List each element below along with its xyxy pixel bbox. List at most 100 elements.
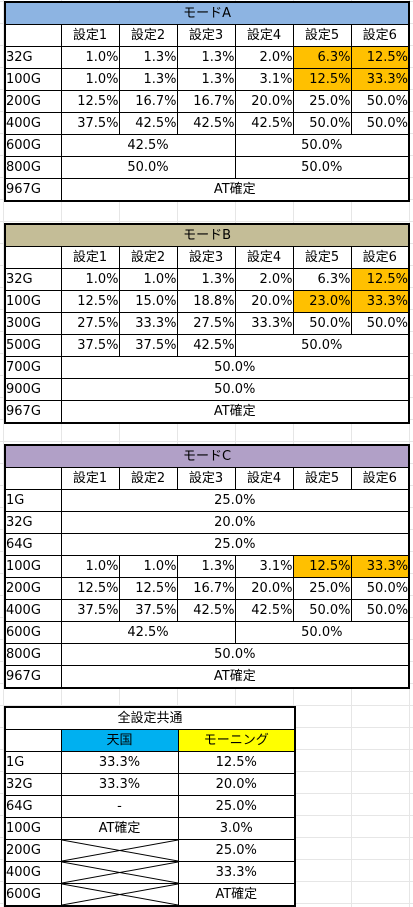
game-count-label: 800G [4, 156, 62, 179]
rate-cell: 1.3% [176, 46, 236, 69]
game-count-label: 32G [4, 773, 62, 796]
rate-cell: 50.0% [292, 112, 352, 135]
rate-cell: 20.0% [234, 290, 294, 313]
table-row: 64G 25.0% [4, 533, 410, 556]
game-count-label: 32G [4, 46, 62, 69]
table-row: 100G 12.5% 15.0% 18.8% 20.0% 23.0% 33.3% [4, 290, 410, 313]
common-header-blank [4, 729, 62, 752]
table-row: 600G AT確定 [4, 883, 296, 907]
rate-cell: 50.0% [350, 90, 410, 113]
mode-b-setting-4: 設定4 [234, 246, 294, 269]
mode-b-setting-3: 設定3 [176, 246, 236, 269]
mode-c-setting-3: 設定3 [176, 467, 236, 490]
table-row: 1G 33.3% 12.5% [4, 751, 296, 774]
cross-out-icon [62, 840, 178, 861]
rate-cell: 3.1% [234, 68, 294, 91]
table-row: 900G 50.0% [4, 378, 410, 401]
not-applicable-cell [60, 839, 179, 862]
rate-cell: 1.0% [60, 268, 120, 291]
table-row: 32G 33.3% 20.0% [4, 773, 296, 796]
mode-b-header-blank [4, 246, 62, 269]
tengoku-rate-cell: AT確定 [60, 817, 179, 840]
mode-c-body: 1G 25.0% 32G 20.0% 64G 25.0% 100G 1.0% 1.0% 1.3% 3… [4, 489, 410, 689]
game-count-label: 700G [4, 356, 62, 379]
morning-rate-cell: 33.3% [177, 861, 296, 884]
game-count-label: 200G [4, 839, 62, 862]
game-count-label: 32G [4, 511, 62, 534]
mode-b-setting-5: 設定5 [292, 246, 352, 269]
rate-cell: 1.3% [118, 68, 178, 91]
rate-cell: 1.0% [60, 68, 120, 91]
rate-cell: 25.0% [292, 577, 352, 600]
game-count-label: 600G [4, 883, 62, 907]
mode-c-setting-4: 設定4 [234, 467, 294, 490]
cross-out-icon [62, 862, 178, 883]
mode-b-title: モードB [4, 223, 410, 247]
rate-cell: 1.0% [118, 555, 178, 578]
game-count-label: 800G [4, 643, 62, 666]
highlighted-rate-cell: 6.3% [292, 46, 352, 69]
mode-a-setting-6: 設定6 [350, 24, 410, 47]
morning-rate-cell: AT確定 [177, 883, 296, 907]
highlighted-rate-cell: 33.3% [350, 290, 410, 313]
not-applicable-cell [60, 861, 179, 884]
rate-cell: 12.5% [60, 90, 120, 113]
rate-cell: 12.5% [60, 577, 120, 600]
rate-cell: 1.0% [118, 268, 178, 291]
mode-a-body: 32G 1.0% 1.3% 1.3% 2.0% 6.3% 12.5% 100G 1.0% 1.3%… [4, 46, 410, 202]
game-count-label: 100G [4, 817, 62, 840]
rate-cell: 1.3% [176, 555, 236, 578]
rate-cell: 50.0% [350, 312, 410, 335]
morning-rate-cell: 3.0% [177, 817, 296, 840]
rate-cell: 1.0% [60, 555, 120, 578]
mode-a-setting-5: 設定5 [292, 24, 352, 47]
game-count-label: 400G [4, 861, 62, 884]
table-row: 400G 37.5% 42.5% 42.5% 42.5% 50.0% 50.0% [4, 112, 410, 135]
rate-cell: 50.0% [234, 134, 410, 157]
rate-cell: 50.0% [350, 577, 410, 600]
morning-rate-cell: 20.0% [177, 773, 296, 796]
mode-a-setting-3: 設定3 [176, 24, 236, 47]
game-count-label: 967G [4, 178, 62, 202]
game-count-label: 967G [4, 665, 62, 689]
mode-c-title: モードC [4, 444, 410, 468]
table-row: 32G 1.0% 1.3% 1.3% 2.0% 6.3% 12.5% [4, 46, 410, 69]
morning-rate-cell: 25.0% [177, 839, 296, 862]
mode-b-settings-header: 設定1 設定2 設定3 設定4 設定5 設定6 [4, 246, 410, 269]
table-row: 700G 50.0% [4, 356, 410, 379]
table-row: 200G 25.0% [4, 839, 296, 862]
tengoku-rate-cell: 33.3% [60, 773, 179, 796]
mode-a-setting-4: 設定4 [234, 24, 294, 47]
mode-c-header-blank [4, 467, 62, 490]
game-count-label: 400G [4, 112, 62, 135]
game-count-label: 100G [4, 290, 62, 313]
table-row: 200G 12.5% 12.5% 16.7% 20.0% 25.0% 50.0% [4, 577, 410, 600]
table-row: 967G AT確定 [4, 400, 410, 424]
game-count-label: 300G [4, 312, 62, 335]
rate-cell: 12.5% [118, 577, 178, 600]
table-row: 100G AT確定 3.0% [4, 817, 296, 840]
game-count-label: 500G [4, 334, 62, 357]
mode-a-header-blank [4, 24, 62, 47]
rate-cell: 20.0% [234, 90, 294, 113]
mode-a-setting-2: 設定2 [118, 24, 178, 47]
game-count-label: 1G [4, 751, 62, 774]
rate-cell: 2.0% [234, 268, 294, 291]
table-row: 967G AT確定 [4, 665, 410, 689]
rate-cell: 1.0% [60, 46, 120, 69]
game-count-label: 64G [4, 795, 62, 818]
highlighted-rate-cell: 33.3% [350, 68, 410, 91]
rate-cell: 25.0% [60, 489, 410, 512]
table-row: 32G 20.0% [4, 511, 410, 534]
rate-cell: 42.5% [176, 599, 236, 622]
common-header-row: 天国 モーニング [4, 729, 296, 752]
table-row: 200G 12.5% 16.7% 16.7% 20.0% 25.0% 50.0% [4, 90, 410, 113]
mode-b-body: 32G 1.0% 1.0% 1.3% 2.0% 6.3% 12.5% 100G 12.5% 15.… [4, 268, 410, 424]
rate-cell: 42.5% [234, 599, 294, 622]
mode-a-table: モードA 設定1 設定2 設定3 設定4 設定5 設定6 32G 1.0% 1.3%… [4, 1, 411, 202]
rate-cell: 50.0% [60, 643, 410, 666]
morning-header: モーニング [177, 729, 296, 752]
game-count-label: 600G [4, 134, 62, 157]
rate-cell: 16.7% [118, 90, 178, 113]
rate-cell: 33.3% [118, 312, 178, 335]
